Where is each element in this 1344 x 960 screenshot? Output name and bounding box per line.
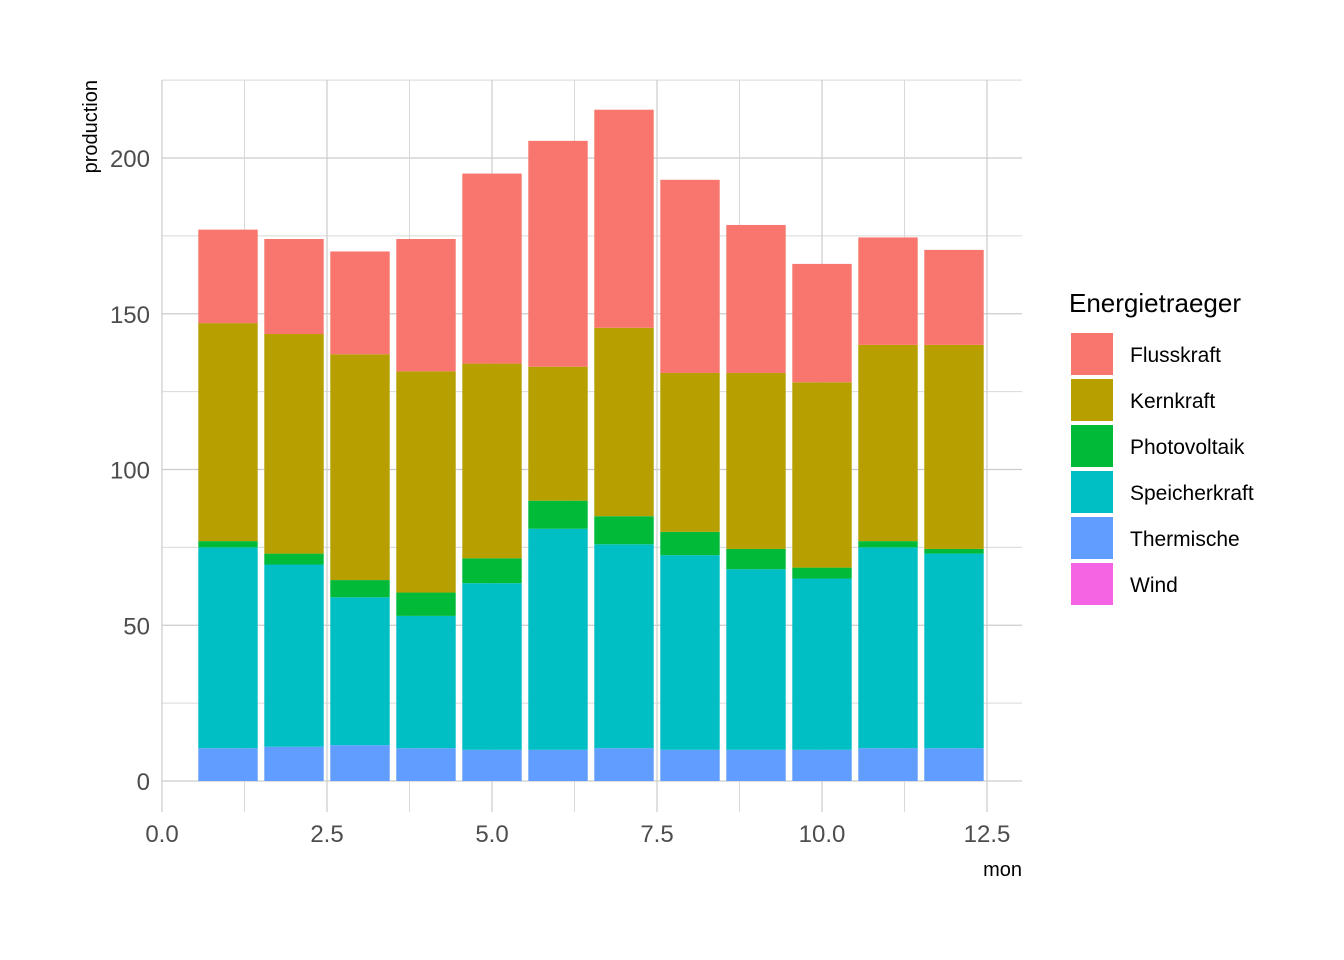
x-axis-title: mon bbox=[983, 859, 1022, 881]
bar-segment-flusskraft-2 bbox=[264, 238, 324, 334]
bar-segment-speicherkraft-12 bbox=[924, 553, 984, 749]
bar-segment-flusskraft-7 bbox=[594, 109, 654, 328]
legend-label-wind: Wind bbox=[1130, 574, 1178, 597]
x-tick-label: 12.5 bbox=[964, 821, 1011, 848]
bar-segment-thermische-11 bbox=[858, 748, 918, 781]
bar-segment-thermische-9 bbox=[726, 749, 786, 781]
x-tick-label: 0.0 bbox=[145, 821, 178, 848]
bar-segment-kernkraft-1 bbox=[198, 323, 258, 542]
bar-segment-kernkraft-5 bbox=[462, 363, 522, 559]
bar-segment-flusskraft-5 bbox=[462, 173, 522, 364]
bar-segment-photovoltaik-5 bbox=[462, 558, 522, 584]
bar-segment-kernkraft-7 bbox=[594, 327, 654, 517]
bar-segment-kernkraft-3 bbox=[330, 354, 390, 581]
bar-segment-speicherkraft-4 bbox=[396, 615, 456, 749]
bar-segment-kernkraft-11 bbox=[858, 344, 918, 542]
legend-label-kernkraft: Kernkraft bbox=[1130, 390, 1215, 413]
bar-segment-speicherkraft-5 bbox=[462, 583, 522, 750]
bar-segment-flusskraft-11 bbox=[858, 237, 918, 345]
bar-segment-photovoltaik-6 bbox=[528, 500, 588, 529]
bar-segment-photovoltaik-4 bbox=[396, 592, 456, 616]
bar-segment-thermische-1 bbox=[198, 748, 258, 781]
bar-segment-flusskraft-12 bbox=[924, 249, 984, 345]
legend-label-photovoltaik: Photovoltaik bbox=[1130, 436, 1245, 459]
bar-segment-flusskraft-6 bbox=[528, 140, 588, 367]
bar-segment-photovoltaik-11 bbox=[858, 541, 918, 548]
bar-segment-photovoltaik-7 bbox=[594, 516, 654, 545]
bar-segment-thermische-7 bbox=[594, 748, 654, 781]
bar-segment-speicherkraft-3 bbox=[330, 597, 390, 746]
x-tick-label: 2.5 bbox=[310, 821, 343, 848]
legend-label-flusskraft: Flusskraft bbox=[1130, 344, 1221, 367]
bar-segment-speicherkraft-11 bbox=[858, 547, 918, 749]
axis-ticks: 0 50 100 150 200 0.0 2.5 5.0 7.5 10.0 12.5 bbox=[110, 146, 1010, 848]
bar-segment-speicherkraft-8 bbox=[660, 555, 720, 750]
bar-segment-flusskraft-1 bbox=[198, 229, 258, 324]
bar-segment-flusskraft-9 bbox=[726, 224, 786, 373]
legend-key-thermische bbox=[1071, 517, 1113, 559]
y-tick-label: 150 bbox=[110, 302, 150, 329]
bar-segment-photovoltaik-1 bbox=[198, 541, 258, 548]
bar-segment-photovoltaik-2 bbox=[264, 553, 324, 565]
bar-segment-kernkraft-10 bbox=[792, 382, 852, 568]
bar-segment-photovoltaik-8 bbox=[660, 531, 720, 556]
bar-segment-thermische-3 bbox=[330, 745, 390, 781]
legend-key-speicherkraft bbox=[1071, 471, 1113, 513]
bar-segment-flusskraft-10 bbox=[792, 263, 852, 383]
bar-segment-speicherkraft-10 bbox=[792, 578, 852, 750]
bar-segment-thermische-8 bbox=[660, 749, 720, 781]
bar-segment-kernkraft-4 bbox=[396, 371, 456, 593]
y-tick-label: 50 bbox=[123, 613, 150, 640]
bar-segment-kernkraft-12 bbox=[924, 344, 984, 549]
y-tick-label: 100 bbox=[110, 458, 150, 485]
bar-segment-flusskraft-8 bbox=[660, 179, 720, 373]
legend-key-kernkraft bbox=[1071, 379, 1113, 421]
bar-segment-kernkraft-2 bbox=[264, 333, 324, 554]
legend-label-speicherkraft: Speicherkraft bbox=[1130, 482, 1254, 505]
bar-segment-speicherkraft-9 bbox=[726, 569, 786, 750]
bar-segment-kernkraft-6 bbox=[528, 366, 588, 501]
legend-key-photovoltaik bbox=[1071, 425, 1113, 467]
legend: Energietraeger Flusskraft Kernkraft Photov… bbox=[1069, 288, 1254, 605]
bar-segment-flusskraft-4 bbox=[396, 238, 456, 372]
bar-segment-flusskraft-3 bbox=[330, 251, 390, 355]
bar-segment-kernkraft-9 bbox=[726, 372, 786, 549]
bar-segment-thermische-10 bbox=[792, 749, 852, 781]
bar-segment-thermische-6 bbox=[528, 749, 588, 781]
bar-segment-thermische-4 bbox=[396, 748, 456, 781]
bar-segment-photovoltaik-12 bbox=[924, 548, 984, 554]
y-tick-label: 0 bbox=[137, 769, 150, 796]
x-tick-label: 7.5 bbox=[640, 821, 673, 848]
legend-title: Energietraeger bbox=[1069, 288, 1241, 318]
bar-segment-speicherkraft-2 bbox=[264, 564, 324, 747]
bar-segment-thermische-5 bbox=[462, 749, 522, 781]
bar-segment-speicherkraft-1 bbox=[198, 547, 258, 749]
bar-segment-photovoltaik-3 bbox=[330, 580, 390, 598]
legend-key-flusskraft bbox=[1071, 333, 1113, 375]
x-tick-label: 10.0 bbox=[799, 821, 846, 848]
legend-label-thermische: Thermische bbox=[1130, 528, 1240, 551]
y-tick-label: 200 bbox=[110, 146, 150, 173]
bar-segment-thermische-2 bbox=[264, 746, 324, 781]
legend-key-wind bbox=[1071, 563, 1113, 605]
bar-segment-thermische-12 bbox=[924, 748, 984, 781]
bar-segment-speicherkraft-6 bbox=[528, 528, 588, 750]
y-axis-title: production bbox=[80, 80, 102, 173]
bars bbox=[198, 109, 984, 781]
bar-segment-kernkraft-8 bbox=[660, 372, 720, 532]
bar-segment-photovoltaik-10 bbox=[792, 567, 852, 579]
bar-segment-photovoltaik-9 bbox=[726, 548, 786, 570]
x-tick-label: 5.0 bbox=[475, 821, 508, 848]
bar-segment-speicherkraft-7 bbox=[594, 544, 654, 749]
